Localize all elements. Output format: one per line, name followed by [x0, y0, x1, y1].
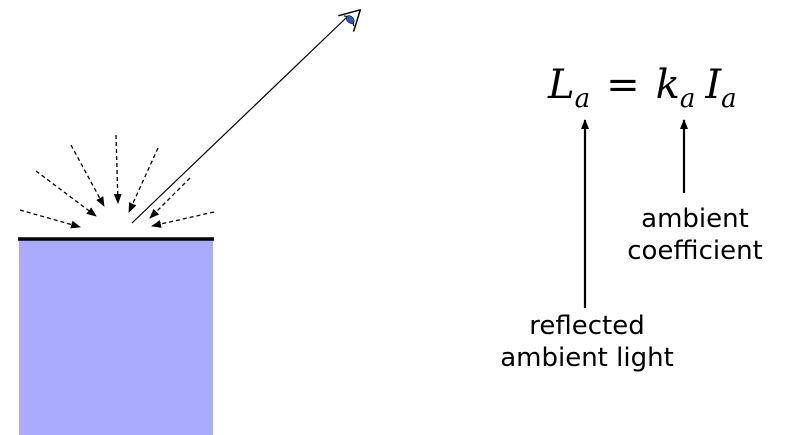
- intensity-symbol: I: [705, 62, 722, 108]
- label-line: ambient light: [500, 343, 674, 373]
- intensity-subscript: a: [721, 84, 737, 114]
- eye-icon: [338, 9, 362, 32]
- light-ray: [149, 177, 191, 219]
- lhs-subscript: a: [574, 84, 591, 114]
- reflected-ambient-light-label: reflected ambient light: [482, 310, 692, 374]
- view-ray: [131, 16, 348, 224]
- label-line: ambient: [641, 204, 749, 234]
- light-ray: [35, 170, 97, 217]
- light-ray: [128, 147, 159, 213]
- light-ray: [19, 209, 81, 229]
- light-ray: [70, 144, 105, 207]
- equals-sign: =: [606, 62, 640, 108]
- label-line: reflected: [529, 311, 645, 341]
- coef-subscript: a: [679, 84, 696, 114]
- lhs-symbol: L: [548, 62, 575, 108]
- light-ray: [151, 211, 215, 228]
- surface-block: [19, 239, 213, 435]
- ambient-equation: La = ka Ia: [548, 62, 778, 114]
- coef-symbol: k: [655, 62, 680, 108]
- light-ray: [113, 134, 122, 204]
- ambient-coefficient-label: ambient coefficient: [615, 203, 775, 267]
- incoming-light-rays: [19, 134, 215, 229]
- label-line: coefficient: [627, 236, 763, 266]
